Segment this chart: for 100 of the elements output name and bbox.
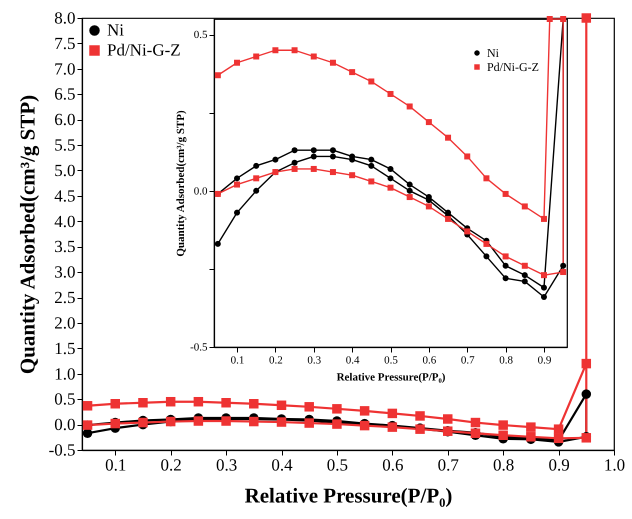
point: [522, 278, 528, 284]
point: [368, 78, 374, 84]
point: [426, 203, 432, 210]
point: [388, 184, 394, 191]
point: [332, 404, 342, 414]
point: [554, 424, 564, 434]
point: [483, 175, 490, 182]
point: [214, 240, 221, 247]
point: [292, 47, 298, 54]
y-tick-label: 4.5: [54, 186, 76, 206]
x-tick-label: 0.7: [460, 354, 476, 366]
point: [310, 53, 317, 60]
x-tick-label: 0.8: [499, 354, 514, 366]
x-tick-label: 0.1: [105, 456, 126, 474]
point: [292, 147, 298, 154]
point: [330, 60, 336, 66]
point: [166, 396, 176, 406]
point: [249, 399, 259, 408]
point: [310, 147, 317, 154]
x-tick-label: 0.3: [307, 354, 322, 366]
point: [253, 175, 260, 182]
point: [406, 194, 413, 200]
y-tick-label: 0.0: [194, 185, 208, 198]
y-tick-label: 5.0: [54, 160, 76, 180]
x-tick-label: 1.0: [604, 456, 626, 474]
point: [310, 166, 317, 172]
x-tick-label: 0.3: [216, 456, 238, 474]
point: [214, 72, 221, 78]
point: [253, 188, 260, 194]
point: [540, 284, 547, 291]
point: [498, 420, 508, 430]
point: [368, 162, 374, 169]
point: [272, 156, 278, 163]
y-tick-label: 2.0: [54, 313, 76, 332]
point: [388, 166, 394, 172]
y-tick-label: 6.0: [54, 110, 76, 130]
point: [502, 262, 509, 269]
point: [522, 272, 528, 278]
point: [560, 269, 566, 276]
point: [526, 422, 536, 432]
y-tick-label: 5.5: [54, 136, 76, 155]
point: [406, 103, 413, 110]
point: [483, 253, 490, 260]
y-tick-label: 6.5: [54, 84, 76, 104]
point: [540, 294, 547, 300]
point: [415, 411, 425, 421]
point: [368, 178, 374, 184]
legend-label: Pd/Ni-G-Z: [107, 40, 181, 60]
x-tick-label: 0.9: [538, 354, 552, 366]
point: [82, 401, 92, 411]
y-tick-label: 7.0: [54, 59, 76, 78]
point: [234, 175, 240, 182]
point: [502, 190, 509, 197]
point: [582, 13, 592, 23]
point: [502, 275, 509, 282]
x-tick-label: 0.9: [548, 456, 570, 474]
point: [388, 408, 398, 418]
y-tick-label: 7.5: [54, 34, 76, 53]
x-tick-label: 0.6: [422, 354, 437, 366]
point: [406, 182, 413, 188]
point: [368, 156, 374, 163]
point: [483, 240, 490, 247]
point: [360, 406, 370, 416]
legend-label: Ni: [487, 46, 500, 60]
point: [304, 402, 314, 412]
point: [330, 147, 336, 154]
point: [540, 216, 547, 222]
y-tick-label: 0.0: [54, 415, 76, 434]
point: [234, 60, 240, 66]
y-tick-label: 4.0: [54, 212, 76, 231]
point: [272, 47, 278, 54]
y-axis-title: Quantity Adsorbed(cm³/g STP): [175, 110, 188, 257]
x-tick-label: 0.8: [493, 456, 514, 474]
point: [406, 188, 413, 194]
y-tick-label: -0.5: [190, 342, 208, 354]
point: [310, 153, 317, 160]
x-tick-label: 0.4: [346, 354, 360, 366]
y-tick-label: -0.5: [48, 440, 76, 460]
point: [349, 172, 356, 178]
x-axis-title: Relative Pressure(P/P₀): [336, 372, 446, 384]
y-tick-label: 1.5: [54, 338, 76, 358]
point: [194, 396, 204, 406]
y-axis-title: Quantity Adsorbed(cm³/g STP): [16, 94, 40, 374]
point: [443, 414, 452, 424]
point: [582, 389, 592, 399]
y-tick-label: 2.5: [54, 288, 76, 308]
legend-label: Pd/Ni-G-Z: [487, 60, 539, 74]
legend-label: Ni: [107, 20, 124, 40]
point: [546, 16, 553, 22]
point: [253, 162, 260, 169]
point: [560, 262, 566, 269]
point: [330, 153, 336, 160]
point: [522, 262, 528, 269]
point: [445, 216, 452, 222]
point: [470, 418, 480, 428]
y-tick-label: 8.0: [54, 8, 76, 28]
point: [330, 169, 336, 176]
point: [276, 400, 286, 410]
point: [138, 398, 148, 408]
y-tick-label: 0.5: [54, 390, 76, 409]
